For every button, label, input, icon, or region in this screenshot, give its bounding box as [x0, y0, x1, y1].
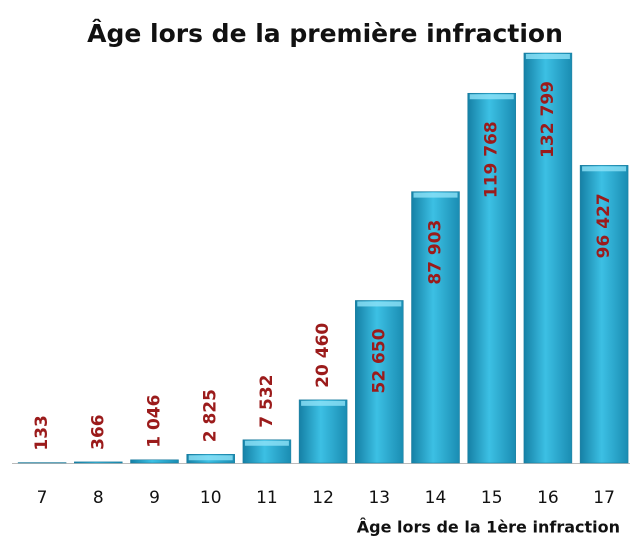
value-label: 119 768 [482, 121, 502, 198]
value-label: 2 825 [201, 389, 221, 442]
value-label: 87 903 [426, 220, 446, 285]
bar [523, 52, 573, 464]
bar-highlight [525, 54, 570, 59]
bar [355, 300, 404, 464]
bar [579, 165, 629, 464]
value-label: 366 [88, 414, 108, 450]
x-tick-label: 14 [425, 488, 447, 508]
value-label: 132 799 [538, 81, 558, 158]
value-label: 20 460 [313, 323, 333, 388]
value-label: 52 650 [369, 328, 389, 393]
x-tick-label: 16 [537, 488, 559, 508]
x-tick-label: 11 [256, 488, 278, 508]
bar-highlight [413, 192, 458, 198]
bar [130, 459, 179, 464]
value-label: 7 532 [257, 375, 277, 428]
chart-title: Âge lors de la première infraction [87, 19, 563, 48]
x-tick-label: 7 [37, 488, 48, 508]
x-tick-label: 12 [312, 488, 334, 508]
x-tick-label: 9 [149, 488, 160, 508]
bar [411, 191, 460, 464]
bar [467, 92, 516, 464]
x-tick-label: 17 [593, 488, 615, 508]
x-tick-label: 15 [481, 488, 503, 508]
bar-highlight [469, 94, 514, 100]
bar-highlight [188, 455, 233, 461]
value-label: 96 427 [594, 193, 614, 258]
x-axis-label: Âge lors de la 1ère infraction [357, 518, 620, 537]
x-tick-label: 10 [200, 488, 222, 508]
bar [298, 399, 348, 464]
value-label: 1 046 [145, 395, 165, 448]
x-tick-label: 13 [368, 488, 390, 508]
bar [74, 461, 123, 464]
bar-highlight [244, 440, 289, 446]
x-tick-label: 8 [93, 488, 104, 508]
bar-highlight [582, 166, 627, 172]
value-label: 133 [32, 415, 52, 451]
bar-highlight [357, 301, 402, 307]
bar-highlight [301, 400, 346, 406]
